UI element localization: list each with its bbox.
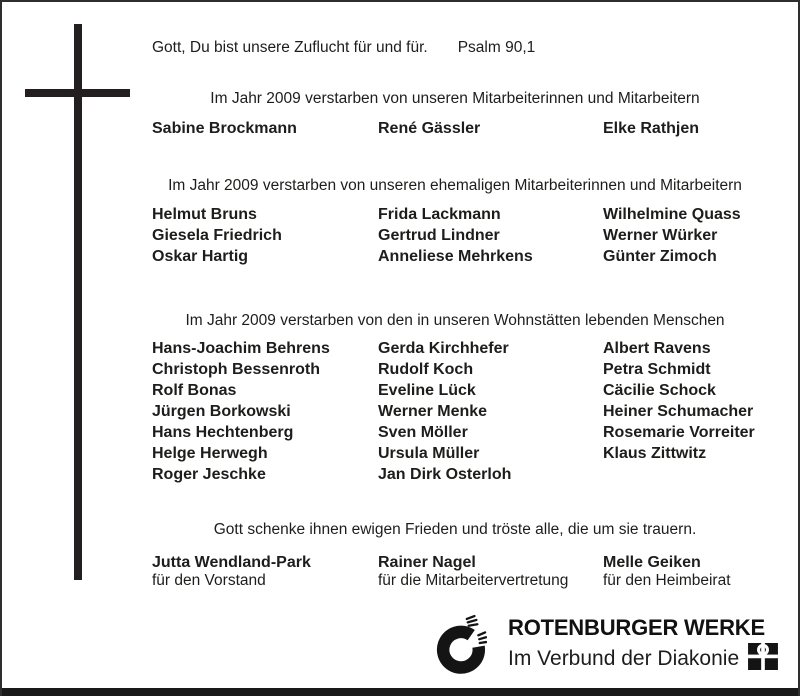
names-column: Helmut Bruns Giesela Friedrich Oskar Har… xyxy=(152,204,378,267)
deceased-name: Elke Rathjen xyxy=(603,120,700,137)
deceased-name: Cäcilie Schock xyxy=(603,382,716,399)
psalm-reference: Psalm 90,1 xyxy=(457,39,536,56)
deceased-list-staff: Sabine Brockmann René Gässler Elke Rathj… xyxy=(152,118,758,139)
cross-horizontal-bar xyxy=(25,89,130,97)
names-column: Gerda Kirchhefer Rudolf Koch Eveline Lüc… xyxy=(378,338,603,485)
signatory-name: Rainer Nagel xyxy=(378,554,476,571)
group-heading-staff: Im Jahr 2009 verstarben von unseren Mita… xyxy=(210,90,700,107)
deceased-name: Petra Schmidt xyxy=(603,361,711,378)
deceased-name: René Gässler xyxy=(378,120,481,137)
deceased-name: Hans Hechtenberg xyxy=(152,424,294,441)
deceased-name: Giesela Friedrich xyxy=(152,227,282,244)
deceased-name: Werner Würker xyxy=(603,227,718,244)
names-column: Albert Ravens Petra Schmidt Cäcilie Scho… xyxy=(603,338,758,485)
names-column: Elke Rathjen xyxy=(603,118,758,139)
cross-vertical-bar xyxy=(74,24,82,580)
deceased-name: Hans-Joachim Behrens xyxy=(152,340,330,357)
names-column: Sabine Brockmann xyxy=(152,118,378,139)
signature-column: Jutta Wendland-Park für den Vorstand xyxy=(152,553,378,590)
names-column: René Gässler xyxy=(378,118,603,139)
signatory-role: für den Vorstand xyxy=(152,572,266,589)
organization-name: ROTENBURGER WERKE xyxy=(508,615,765,640)
deceased-name: Heiner Schumacher xyxy=(603,403,754,420)
deceased-list-former-staff: Helmut Bruns Giesela Friedrich Oskar Har… xyxy=(152,204,758,267)
deceased-name: Jürgen Borkowski xyxy=(152,403,291,420)
signature-block: Jutta Wendland-Park für den Vorstand Rai… xyxy=(152,553,758,590)
psalm-quote-text: Gott, Du bist unsere Zuflucht für und fü… xyxy=(152,39,428,56)
signatory-name: Jutta Wendland-Park xyxy=(152,554,311,571)
signatory-role: für den Heimbeirat xyxy=(603,572,731,589)
bottom-rule-bar xyxy=(2,688,798,696)
diakonie-kronenkreuz-icon xyxy=(748,643,779,675)
deceased-name: Christoph Bessenroth xyxy=(152,361,321,378)
logo-tagline: Im Verbund der Diakonie xyxy=(508,647,740,670)
deceased-name: Sabine Brockmann xyxy=(152,120,297,137)
deceased-name: Klaus Zittwitz xyxy=(603,445,707,462)
deceased-name: Wilhelmine Quass xyxy=(603,206,741,223)
names-column: Hans-Joachim Behrens Christoph Bessenrot… xyxy=(152,338,378,485)
deceased-name: Gertrud Lindner xyxy=(378,227,500,244)
logo-text-block: ROTENBURGER WERKE Im Verbund der Diakoni… xyxy=(508,615,779,675)
signatory-role: für die Mitarbeitervertretung xyxy=(378,572,569,589)
deceased-name: Ursula Müller xyxy=(378,445,480,462)
deceased-name: Werner Menke xyxy=(378,403,488,420)
deceased-name: Albert Ravens xyxy=(603,340,711,357)
names-column: Frida Lackmann Gertrud Lindner Anneliese… xyxy=(378,204,603,267)
deceased-name: Roger Jeschke xyxy=(152,466,266,483)
deceased-name: Anneliese Mehrkens xyxy=(378,248,533,265)
deceased-name: Rudolf Koch xyxy=(378,361,474,378)
hands-circle-icon xyxy=(435,613,488,680)
deceased-name: Eveline Lück xyxy=(378,382,476,399)
group-heading-former-staff: Im Jahr 2009 verstarben von unseren ehem… xyxy=(168,177,742,194)
deceased-name: Helge Herwegh xyxy=(152,445,268,462)
deceased-name: Helmut Bruns xyxy=(152,206,257,223)
deceased-name: Frida Lackmann xyxy=(378,206,501,223)
logo-tagline-row: Im Verbund der Diakonie xyxy=(508,643,779,675)
deceased-name: Gerda Kirchhefer xyxy=(378,340,509,357)
group-heading-residents: Im Jahr 2009 verstarben von den in unser… xyxy=(185,312,725,329)
deceased-name: Jan Dirk Osterloh xyxy=(378,466,512,483)
signature-column: Rainer Nagel für die Mitarbeitervertretu… xyxy=(378,553,603,590)
deceased-name: Rosemarie Vorreiter xyxy=(603,424,755,441)
deceased-list-residents: Hans-Joachim Behrens Christoph Bessenrot… xyxy=(152,338,758,485)
deceased-name: Sven Möller xyxy=(378,424,468,441)
psalm-quote-row: Gott, Du bist unsere Zuflucht für und fü… xyxy=(152,39,535,57)
signature-column: Melle Geiken für den Heimbeirat xyxy=(603,553,758,590)
signatory-name: Melle Geiken xyxy=(603,554,701,571)
deceased-name: Günter Zimoch xyxy=(603,248,717,265)
closing-blessing: Gott schenke ihnen ewigen Frieden und tr… xyxy=(213,521,697,538)
deceased-name: Rolf Bonas xyxy=(152,382,237,399)
deceased-name: Oskar Hartig xyxy=(152,248,249,265)
names-column: Wilhelmine Quass Werner Würker Günter Zi… xyxy=(603,204,758,267)
